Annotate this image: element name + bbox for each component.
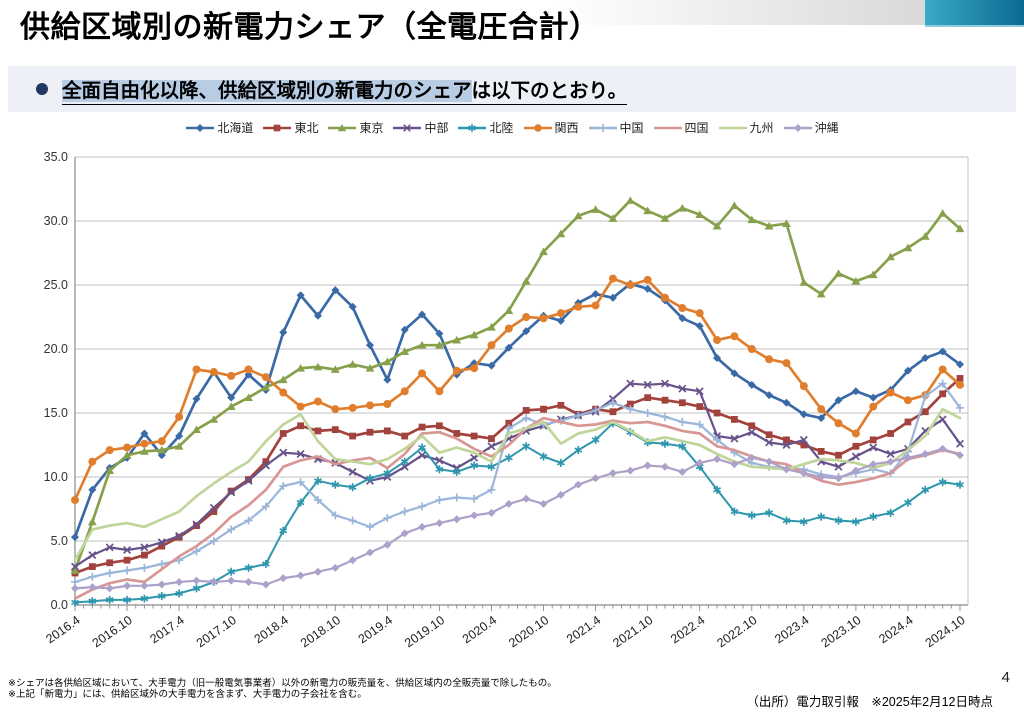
x-axis-tick-label: 2021.10 (610, 613, 655, 650)
y-axis-tick-label: 15.0 (44, 406, 68, 420)
x-axis-tick-label: 2023.4 (772, 613, 811, 646)
legend-marker-shikoku (653, 126, 682, 129)
source-note: （出所）電力取引報 ※2025年2月12日時点 (746, 695, 993, 709)
x-axis-tick-label: 2016.4 (43, 613, 82, 646)
series-kansai (71, 274, 964, 505)
summary-panel: 全面自由化以降、供給区域別の新電力のシェアは以下のとおり。 (8, 66, 1016, 112)
x-axis-tick-label: 2018.4 (252, 613, 291, 646)
header-decoration-teal-bar (925, 0, 1024, 27)
header-decoration-gray-bar (555, 0, 925, 25)
x-axis-tick-label: 2023.10 (819, 613, 864, 650)
x-axis-tick-label: 2022.4 (668, 613, 707, 646)
legend-item-chubu: 中部 (392, 119, 448, 136)
x-axis-tick-label: 2020.10 (506, 613, 551, 650)
x-axis-tick-label: 2021.4 (564, 613, 603, 646)
legend-item-chugoku: 中国 (588, 119, 644, 136)
legend-marker-chubu (393, 123, 422, 132)
y-axis-tick-label: 10.0 (44, 470, 68, 484)
legend-label-shikoku: 四国 (684, 121, 709, 135)
y-axis-tick-label: 5.0 (51, 534, 68, 548)
y-axis-tick-label: 35.0 (44, 150, 68, 164)
x-axis-tick-label: 2017.4 (147, 613, 186, 646)
x-axis-tick-label: 2019.10 (402, 613, 447, 650)
chart-legend: 北海道 東北 東京 中部 北陸 関西 中国 四国 九州 沖縄 (0, 119, 1024, 136)
summary-text: 全面自由化以降、供給区域別の新電力のシェアは以下のとおり。 (62, 74, 628, 105)
legend-marker-okinawa (783, 123, 812, 132)
legend-item-hokuriku: 北陸 (457, 119, 514, 136)
series-tokyo (70, 196, 965, 574)
x-axis-tick-label: 2019.4 (356, 613, 395, 646)
legend-item-kansai: 関西 (523, 119, 579, 136)
y-axis-tick-label: 30.0 (44, 214, 68, 228)
page-title: 供給区域別の新電力シェア（全電圧合計） (20, 11, 600, 44)
x-axis-tick-label: 2017.10 (194, 613, 239, 650)
summary-rest: は以下のとおり。 (471, 79, 628, 102)
x-axis-tick-label: 2022.10 (714, 613, 759, 650)
series-hokuriku (71, 419, 964, 607)
legend-marker-kansai (523, 123, 552, 132)
legend-item-tohoku: 東北 (262, 119, 318, 136)
series-shikoku (73, 416, 962, 600)
legend-label-tokyo: 東京 (359, 121, 384, 135)
series-kyushu (73, 407, 962, 562)
legend-label-chugoku: 中国 (619, 121, 644, 135)
legend-label-kansai: 関西 (554, 121, 579, 135)
x-axis-tick-label: 2024.4 (876, 613, 915, 646)
y-axis-tick-label: 25.0 (44, 278, 68, 292)
legend-item-okinawa: 沖縄 (783, 119, 839, 136)
y-axis-tick-label: 0.0 (51, 598, 68, 612)
legend-label-hokuriku: 北陸 (489, 121, 514, 135)
x-axis-tick-label: 2018.10 (298, 613, 343, 650)
series-chugoku (71, 379, 964, 586)
legend-label-okinawa: 沖縄 (814, 121, 839, 135)
legend-item-hokkaido: 北海道 (185, 119, 253, 136)
legend-item-shikoku: 四国 (653, 119, 709, 136)
legend-marker-kyushu (718, 126, 747, 129)
legend-label-chubu: 中部 (424, 121, 449, 135)
legend-marker-tokyo (328, 123, 357, 131)
legend-label-kyushu: 九州 (749, 121, 774, 135)
y-axis-tick-label: 20.0 (44, 342, 68, 356)
x-axis-tick-label: 2024.10 (923, 613, 968, 650)
legend-marker-hokuriku (458, 123, 487, 132)
legend-label-hokkaido: 北海道 (217, 121, 254, 135)
legend-marker-chugoku (588, 123, 617, 132)
legend-marker-hokkaido (186, 123, 215, 132)
footnotes: ※シェアは各供給区域において、大手電力（旧一般電気事業者）以外の新電力の販売量を… (8, 678, 557, 701)
summary-highlight: 全面自由化以降、供給区域別の新電力のシェア (62, 79, 472, 102)
x-axis-tick-label: 2020.4 (460, 613, 499, 646)
legend-item-kyushu: 九州 (718, 119, 774, 136)
series-okinawa (71, 444, 964, 593)
legend-label-tohoku: 東北 (294, 121, 319, 135)
legend-item-tokyo: 東京 (327, 119, 383, 136)
footnote-2: ※上記「新電力」には、供給区域外の大手電力を含まず、大手電力の子会社を含む。 (8, 689, 367, 701)
page-number: 4 (1001, 669, 1010, 686)
footnote-1: ※シェアは各供給区域において、大手電力（旧一般電気事業者）以外の新電力の販売量を… (8, 678, 557, 689)
bullet-icon (36, 83, 48, 95)
x-axis-tick-label: 2016.10 (90, 613, 135, 650)
legend-marker-tohoku (263, 124, 292, 131)
